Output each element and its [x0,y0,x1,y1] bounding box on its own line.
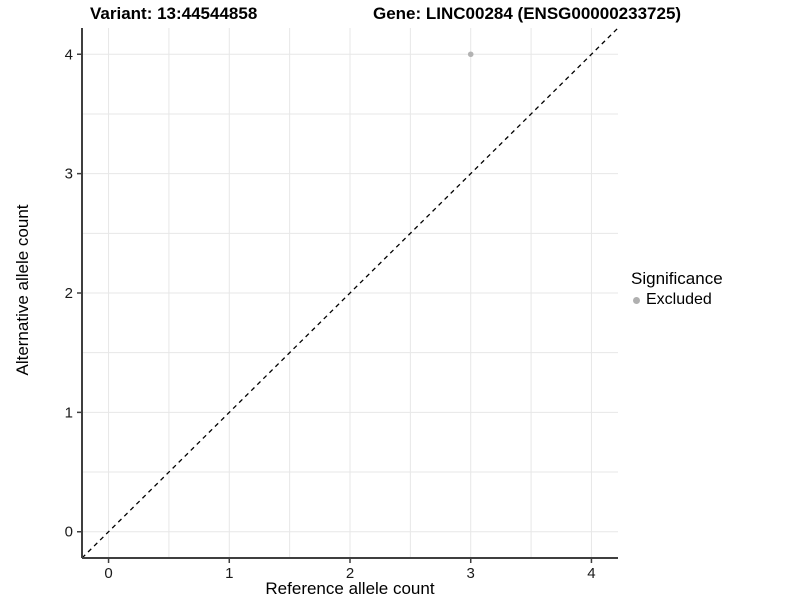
identity-reference-line [81,27,619,559]
legend-title: Significance [631,269,723,288]
y-tick-label: 4 [65,46,73,63]
x-tick-label: 4 [587,565,595,582]
data-point [467,51,474,58]
x-tick-labels: 0 1 2 3 4 [104,565,595,582]
x-axis-title: Reference allele count [265,579,435,598]
gridlines [82,28,618,558]
y-axis-title: Alternative allele count [13,204,32,376]
y-tick-label: 2 [65,285,73,302]
x-tick-label: 0 [104,565,112,582]
data-points [467,51,474,58]
plot-title-variant: Variant: 13:44544858 [90,4,258,23]
plot-title-gene: Gene: LINC00284 (ENSG00000233725) [373,4,682,23]
legend-item-label: Excluded [646,291,712,308]
x-tick-label: 1 [225,565,233,582]
x-tick-label: 3 [467,565,475,582]
x-tick-label: 2 [346,565,354,582]
y-tick-label: 1 [65,404,73,421]
legend: Significance Excluded [631,269,723,309]
y-tick-label: 0 [65,524,73,541]
y-tick-labels: 0 1 2 3 4 [65,46,73,540]
y-tick-label: 3 [65,166,73,183]
axis-ticks [77,53,593,563]
legend-point-icon [633,296,640,304]
legend-item-excluded: Excluded [631,291,723,309]
